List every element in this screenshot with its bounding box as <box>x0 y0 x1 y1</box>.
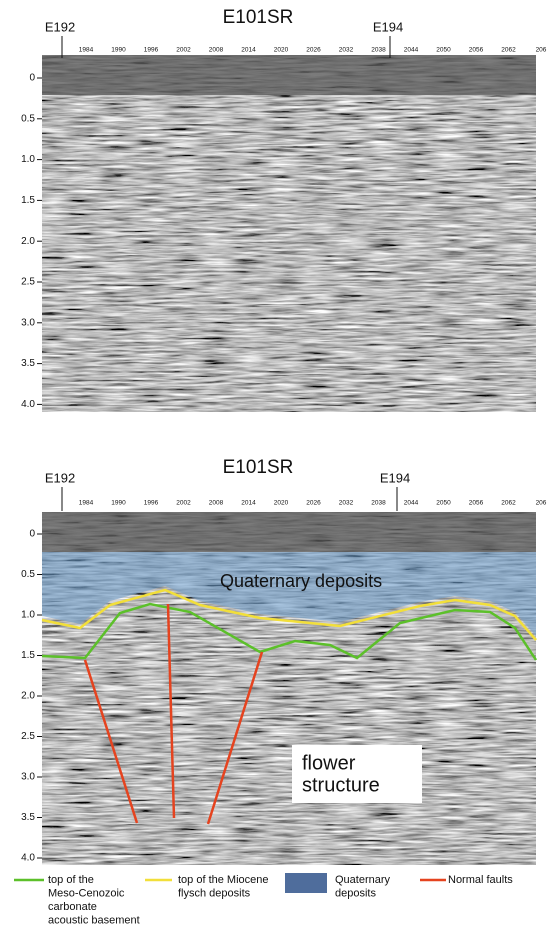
depth-label: 2.0 <box>21 691 35 702</box>
depth-label: 0 <box>29 529 35 540</box>
depth-label: 1.5 <box>21 195 35 206</box>
legend-label: top of the Miocene <box>178 874 269 886</box>
depth-label: 1.0 <box>21 154 35 165</box>
panel-title: E101SR <box>223 457 294 478</box>
fault <box>166 603 176 819</box>
legend-label: top of the <box>48 874 94 886</box>
depth-label: 3.5 <box>21 358 35 369</box>
shotpoint-label: 206 <box>536 500 547 507</box>
shotpoint-label: 2014 <box>241 47 256 54</box>
legend-label: flysch deposits <box>178 887 251 899</box>
legend-label: acoustic basement <box>48 914 140 926</box>
depth-label: 2.0 <box>21 236 35 247</box>
legend-label: carbonate <box>48 901 97 913</box>
seismic-top <box>42 55 536 95</box>
unit-label: Quaternary deposits <box>220 571 382 591</box>
panel-title: E101SR <box>223 7 294 28</box>
shotpoint-label: 2020 <box>274 500 289 507</box>
shotpoint-label: 2038 <box>371 500 386 507</box>
legend-label: Normal faults <box>448 874 513 886</box>
shotpoint-label: 1984 <box>79 500 94 507</box>
shotpoint-label: 2002 <box>176 47 191 54</box>
shotpoint-label: 1990 <box>111 500 126 507</box>
seismic-top <box>42 512 536 552</box>
shotpoint-label: 2026 <box>306 500 321 507</box>
depth-label: 0 <box>29 73 35 84</box>
shotpoint-label: 2032 <box>339 47 354 54</box>
well-marker: E192 <box>45 470 75 485</box>
shotpoint-label: 2044 <box>404 47 419 54</box>
shotpoint-label: 2020 <box>274 47 289 54</box>
shotpoint-label: 2050 <box>436 500 451 507</box>
depth-label: 3.0 <box>21 772 35 783</box>
well-marker: E192 <box>45 19 75 34</box>
shotpoint-label: 1996 <box>144 500 159 507</box>
shotpoint-label: 1996 <box>144 47 159 54</box>
miocene-top <box>41 588 537 641</box>
shotpoint-label: 2008 <box>209 500 224 507</box>
shotpoint-label: 2056 <box>469 500 484 507</box>
depth-label: 3.0 <box>21 317 35 328</box>
shotpoint-label: 2002 <box>176 500 191 507</box>
fault <box>206 651 264 825</box>
shotpoint-label: 2026 <box>306 47 321 54</box>
shotpoint-label: 2044 <box>404 500 419 507</box>
legend-label: Meso-Cenozoic <box>48 887 125 899</box>
well-marker: E194 <box>380 470 410 485</box>
shotpoint-label: 2062 <box>501 500 516 507</box>
depth-label: 4.0 <box>21 399 35 410</box>
depth-label: 1.0 <box>21 610 35 621</box>
depth-label: 2.5 <box>21 731 35 742</box>
legend-label: deposits <box>335 887 376 899</box>
annotation-box <box>292 745 422 803</box>
structure-label: structure <box>302 774 380 796</box>
well-marker: E194 <box>373 19 403 34</box>
legend-label: Quaternary <box>335 874 391 886</box>
structure-label: flower <box>302 752 356 774</box>
seismic-image <box>42 55 536 412</box>
shotpoint-label: 2062 <box>501 47 516 54</box>
depth-label: 0.5 <box>21 113 35 124</box>
fault <box>83 659 139 824</box>
shotpoint-label: 2050 <box>436 47 451 54</box>
legend-swatch <box>285 873 327 893</box>
shotpoint-label: 206 <box>536 47 547 54</box>
shotpoint-label: 2032 <box>339 500 354 507</box>
basement-top <box>41 602 538 661</box>
depth-label: 1.5 <box>21 650 35 661</box>
shotpoint-label: 1984 <box>79 47 94 54</box>
shotpoint-label: 2038 <box>371 47 386 54</box>
depth-label: 4.0 <box>21 853 35 864</box>
shotpoint-label: 2008 <box>209 47 224 54</box>
shotpoint-label: 1990 <box>111 47 126 54</box>
depth-label: 3.5 <box>21 812 35 823</box>
shotpoint-label: 2056 <box>469 47 484 54</box>
quaternary-area <box>42 552 536 636</box>
depth-label: 2.5 <box>21 277 35 288</box>
shotpoint-label: 2014 <box>241 500 256 507</box>
depth-label: 0.5 <box>21 569 35 580</box>
faults <box>83 603 264 825</box>
